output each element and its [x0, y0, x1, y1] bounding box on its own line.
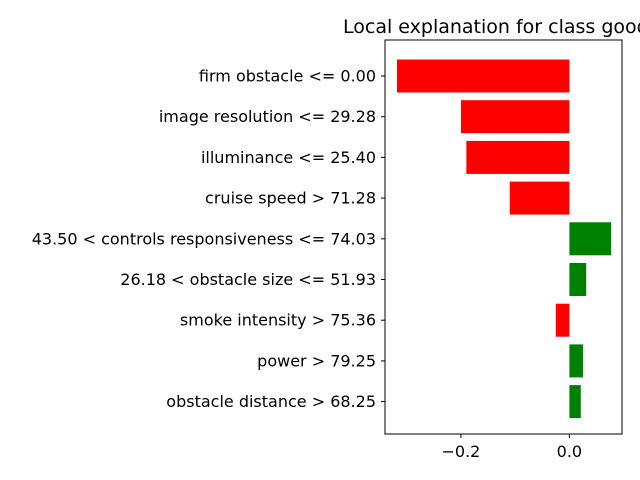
category-label: obstacle distance > 68.25	[166, 392, 376, 411]
x-tick-label: −0.2	[441, 442, 480, 461]
bar-7	[555, 303, 570, 337]
category-label: 43.50 < controls responsiveness <= 74.03	[32, 229, 376, 248]
bar-5	[569, 222, 612, 256]
category-label: illuminance <= 25.40	[201, 148, 376, 167]
plot-frame	[384, 39, 623, 435]
bar-9	[569, 385, 581, 419]
x-tick-label: 0.0	[557, 442, 582, 461]
bar-4	[509, 181, 570, 215]
x-axis-ticks: −0.2 0.0	[441, 434, 582, 461]
category-label: image resolution <= 29.28	[159, 107, 376, 126]
bar-8	[569, 344, 583, 378]
category-label: smoke intensity > 75.36	[180, 311, 376, 330]
chart-title: Local explanation for class good	[343, 16, 640, 38]
bar-3	[466, 140, 570, 174]
category-labels: firm obstacle <= 0.00 image resolution <=…	[32, 67, 385, 411]
category-label: power > 79.25	[257, 351, 376, 370]
category-label: firm obstacle <= 0.00	[199, 67, 376, 86]
bar-2	[460, 100, 570, 134]
bar-6	[569, 263, 587, 296]
bar-1	[396, 59, 570, 93]
category-label: cruise speed > 71.28	[205, 189, 376, 208]
category-label: 26.18 < obstacle size <= 51.93	[120, 270, 376, 289]
bars-layer	[396, 59, 612, 419]
